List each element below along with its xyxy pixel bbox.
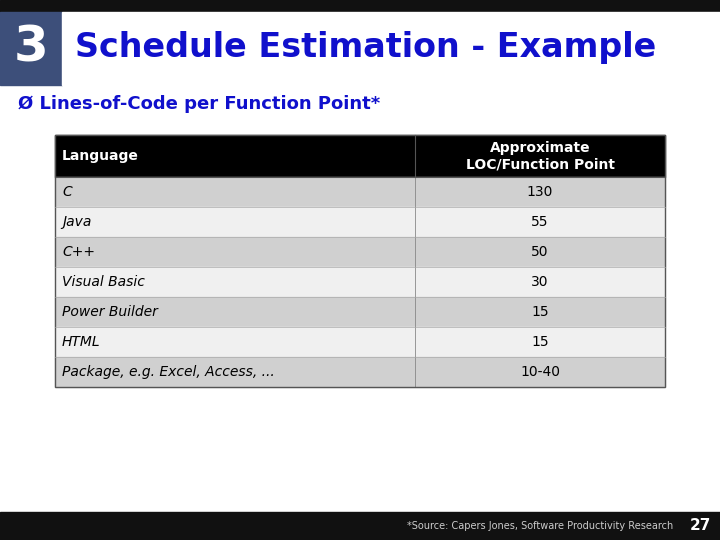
Bar bbox=[55, 207, 665, 237]
Bar bbox=[0, 0, 720, 85]
Text: HTML: HTML bbox=[62, 335, 101, 349]
Text: C: C bbox=[62, 185, 72, 199]
Text: 55: 55 bbox=[531, 215, 549, 229]
Text: 3: 3 bbox=[14, 24, 48, 72]
Bar bbox=[55, 177, 665, 207]
Bar bbox=[55, 135, 665, 177]
Bar bbox=[0, 0, 720, 12]
Text: Ø Lines-of-Code per Function Point*: Ø Lines-of-Code per Function Point* bbox=[18, 95, 380, 113]
Bar bbox=[0, 12, 62, 85]
Text: Schedule Estimation - Example: Schedule Estimation - Example bbox=[75, 31, 656, 64]
Bar bbox=[55, 357, 665, 387]
Bar bbox=[62, 12, 720, 85]
Text: 10-40: 10-40 bbox=[520, 365, 560, 379]
Text: 50: 50 bbox=[531, 245, 549, 259]
Text: 130: 130 bbox=[527, 185, 553, 199]
Text: 30: 30 bbox=[531, 275, 549, 289]
Text: Approximate
LOC/Function Point: Approximate LOC/Function Point bbox=[466, 141, 614, 171]
Bar bbox=[0, 85, 720, 512]
Text: 27: 27 bbox=[689, 518, 711, 534]
Text: Java: Java bbox=[62, 215, 91, 229]
Text: Language: Language bbox=[62, 149, 139, 163]
Text: Power Builder: Power Builder bbox=[62, 305, 158, 319]
Text: C++: C++ bbox=[62, 245, 95, 259]
Bar bbox=[55, 297, 665, 327]
Text: *Source: Capers Jones, Software Productivity Research: *Source: Capers Jones, Software Producti… bbox=[407, 521, 673, 531]
Bar bbox=[55, 267, 665, 297]
Bar bbox=[55, 135, 665, 387]
Text: 15: 15 bbox=[531, 335, 549, 349]
Text: Visual Basic: Visual Basic bbox=[62, 275, 145, 289]
Bar bbox=[55, 327, 665, 357]
Text: 15: 15 bbox=[531, 305, 549, 319]
Bar bbox=[55, 237, 665, 267]
Bar bbox=[0, 512, 720, 540]
Text: Package, e.g. Excel, Access, ...: Package, e.g. Excel, Access, ... bbox=[62, 365, 275, 379]
